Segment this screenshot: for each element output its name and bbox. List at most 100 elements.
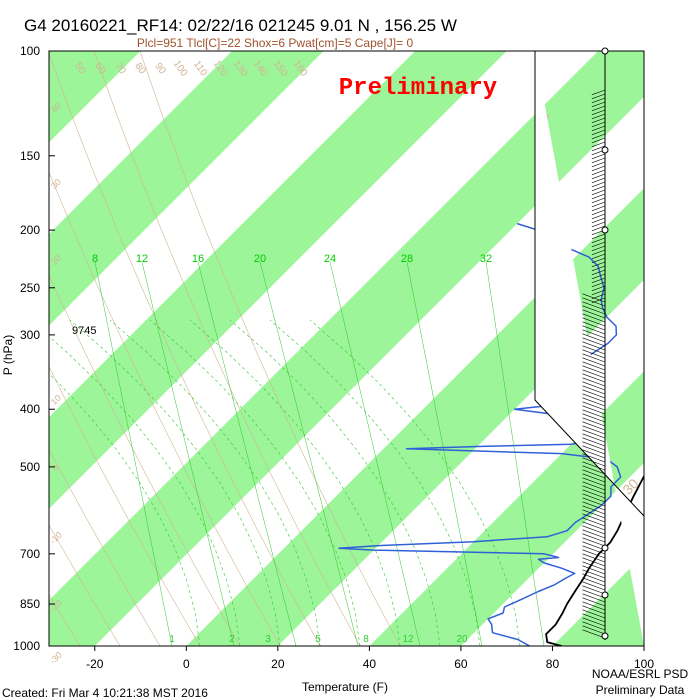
wind-barb	[591, 197, 606, 204]
wind-barb	[591, 265, 606, 272]
wind-barb	[582, 317, 606, 327]
mixing-ratio-label: 16	[192, 253, 204, 265]
y-tick-label: 1000	[13, 639, 40, 653]
wind-barb	[582, 305, 606, 315]
wind-barb	[591, 257, 606, 264]
wind-barb	[582, 533, 606, 543]
wind-barb	[582, 341, 606, 351]
mixing-ratio-label: 20	[254, 253, 266, 265]
y-tick-label: 700	[20, 547, 40, 561]
wind-barb	[591, 165, 606, 172]
wind-barb	[582, 565, 606, 575]
temperature-profile	[545, 474, 644, 646]
temperature-band	[49, 51, 324, 326]
wind-barb	[591, 157, 606, 164]
wind-barb	[582, 521, 606, 531]
x-axis-label: Temperature (F)	[302, 680, 388, 694]
wind-barb	[591, 217, 606, 224]
temperature-band	[369, 371, 644, 646]
mixing-ratio-label: 2	[229, 634, 235, 645]
wind-barb	[582, 353, 606, 363]
moist-adiabat-label: 10	[49, 393, 63, 407]
wind-barb	[582, 605, 606, 615]
dewpoint-profile	[338, 222, 622, 646]
y-tick-label: 200	[20, 223, 40, 237]
dry-adiabat-line	[49, 52, 321, 646]
wind-barb	[582, 365, 606, 375]
wind-barb	[591, 109, 606, 116]
wind-barb	[591, 113, 606, 120]
wind-barb	[591, 89, 606, 96]
wind-barb	[582, 425, 606, 435]
auxiliary-lines	[49, 51, 545, 646]
moist-adiabat-label: -10	[48, 530, 64, 546]
wind-barb	[591, 121, 606, 128]
wind-barb	[582, 513, 606, 523]
wind-barb	[591, 253, 606, 260]
mixing-ratio-label: 24	[324, 253, 336, 265]
wind-barb	[582, 461, 606, 471]
wind-barb	[591, 181, 606, 188]
temperature-band	[49, 51, 141, 143]
dry-adiabat-line	[49, 171, 281, 646]
mixing-ratio-line	[485, 261, 545, 646]
wind-barb	[582, 509, 606, 519]
wind-barb	[582, 401, 606, 411]
wind-barb	[582, 561, 606, 571]
wind-barb	[582, 497, 606, 507]
moist-adiabat-label: 30	[49, 177, 63, 191]
sounding-params: Plcl=951 Tlcl[C]=22 Shox=6 Pwat[cm]=5 Ca…	[137, 36, 414, 50]
wind-barb	[582, 501, 606, 511]
wind-barb	[582, 393, 606, 403]
y-tick-label: 400	[20, 402, 40, 416]
wind-barb	[582, 325, 606, 335]
mixing-ratio-line	[197, 261, 297, 646]
y-tick-label: 500	[20, 460, 40, 474]
temperature-band	[186, 188, 644, 646]
wind-barb	[582, 369, 606, 379]
moist-adiabat-line	[189, 319, 401, 646]
wind-barb	[582, 569, 606, 579]
mixing-ratio-label: 5	[315, 634, 321, 645]
moist-adiabat-line	[229, 319, 441, 646]
wind-barb	[582, 581, 606, 591]
created-stamp: Created: Fri Mar 4 10:21:38 MST 2016	[2, 686, 208, 700]
wind-barb	[591, 269, 606, 276]
wind-barb	[582, 589, 606, 599]
wind-barb	[582, 597, 606, 607]
plot-frame	[48, 50, 645, 647]
wind-barb	[582, 601, 606, 611]
wind-barb	[582, 613, 606, 623]
x-tick-label: 0	[183, 657, 190, 671]
wind-barb	[591, 241, 606, 248]
wind-barb	[582, 625, 606, 635]
wind-barb	[591, 161, 606, 168]
wind-barb	[582, 481, 606, 491]
wind-barb	[582, 449, 606, 459]
mixing-ratio-line	[329, 261, 421, 646]
wind-barb	[591, 173, 606, 180]
wind-barb	[582, 377, 606, 387]
calm-wind-circle	[601, 226, 609, 234]
wind-barb	[582, 301, 606, 311]
wind-barb	[591, 209, 606, 216]
wind-barb	[582, 409, 606, 419]
wind-barb	[591, 137, 606, 144]
height-label: 9745	[72, 325, 96, 337]
mixing-ratio-label: 20	[456, 634, 468, 645]
y-tick-label: 100	[20, 44, 40, 58]
y-tick-label: 250	[20, 281, 40, 295]
wind-barb	[582, 469, 606, 479]
wind-barb	[591, 273, 606, 280]
wind-barb	[582, 441, 606, 451]
wind-barb	[582, 549, 606, 559]
calm-wind-circle	[601, 47, 609, 55]
wind-barb	[591, 201, 606, 208]
wind-barb	[582, 389, 606, 399]
wind-barb	[591, 277, 606, 284]
moist-adiabat-line	[269, 319, 481, 646]
temperature-band	[49, 51, 507, 509]
wind-barb	[582, 457, 606, 467]
mixing-ratio-label: 32	[480, 253, 492, 265]
wind-barb	[582, 577, 606, 587]
